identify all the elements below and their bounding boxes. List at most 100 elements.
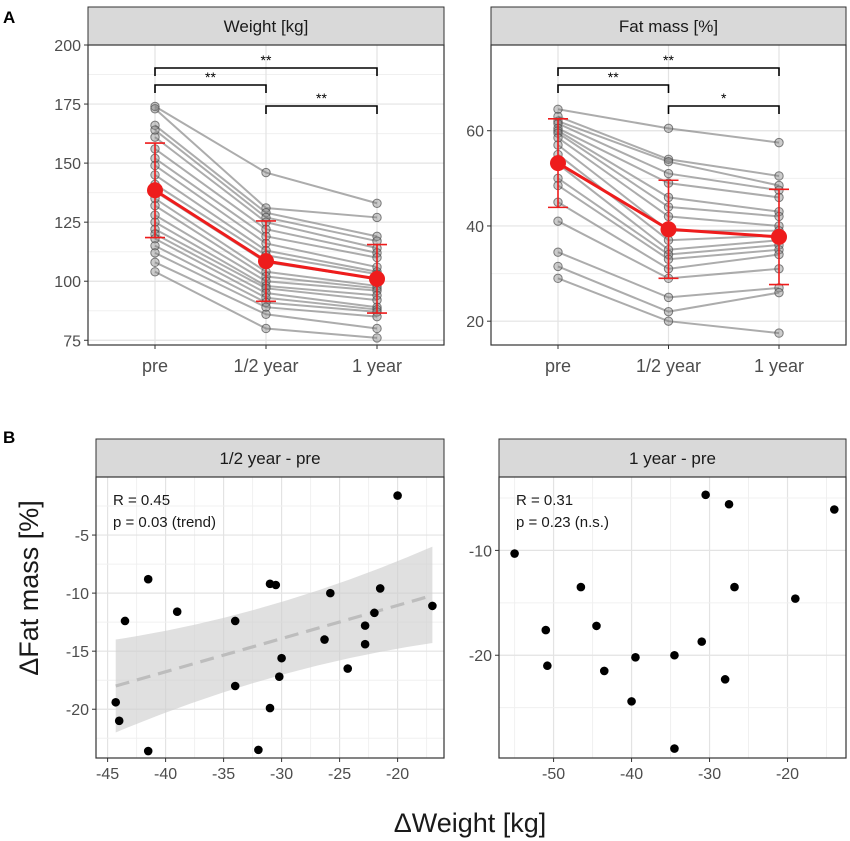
scatter-point xyxy=(701,490,710,500)
individual-point xyxy=(150,120,160,131)
individual-line xyxy=(557,265,780,313)
x-tick-label: -20 xyxy=(776,766,799,783)
strip-title: 1 year - pre xyxy=(629,449,716,468)
x-tick-label: -35 xyxy=(212,766,235,783)
scatter-point xyxy=(230,616,240,626)
scatter-point xyxy=(111,697,121,707)
y-tick-label: 125 xyxy=(54,215,81,232)
individual-line xyxy=(557,251,780,299)
p-value-label: p = 0.23 (n.s.) xyxy=(516,514,609,531)
individual-point xyxy=(372,333,382,343)
x-tick-label: -30 xyxy=(698,766,721,783)
individual-line xyxy=(154,105,378,205)
scatter-point xyxy=(541,625,551,635)
individual-series xyxy=(553,104,784,338)
regression-line xyxy=(115,593,433,688)
scatter-point xyxy=(343,664,353,673)
individual-point xyxy=(774,287,784,298)
scatter-point xyxy=(543,661,552,671)
x-tick-label: -50 xyxy=(542,766,565,783)
panel-border xyxy=(498,476,847,759)
scatter-point xyxy=(370,608,379,618)
scatter-point xyxy=(326,588,335,598)
x-tick-label: -40 xyxy=(154,766,177,783)
scatter-point xyxy=(631,653,640,662)
panel-a-letter: A xyxy=(3,8,15,27)
strip-title: Weight [kg] xyxy=(224,17,309,36)
scatter-points xyxy=(111,491,437,756)
individual-line xyxy=(557,277,780,335)
individual-point xyxy=(372,198,382,208)
panel-border xyxy=(95,476,445,759)
p-value-label: p = 0.03 (trend) xyxy=(113,514,216,531)
y-tick-label: 20 xyxy=(466,314,484,331)
individual-point xyxy=(663,156,674,167)
strip-background xyxy=(87,6,445,46)
individual-point xyxy=(553,216,563,226)
scatter-point xyxy=(592,621,601,631)
mean-point xyxy=(771,228,787,245)
significance-label: ** xyxy=(205,69,216,85)
scatter-point xyxy=(143,574,153,584)
bracket xyxy=(667,105,780,114)
x-tick-label: pre xyxy=(545,356,571,376)
individual-point xyxy=(261,302,271,312)
individual-point xyxy=(553,273,563,284)
mean-point xyxy=(147,182,163,199)
individual-point xyxy=(150,267,160,277)
scatter-point xyxy=(393,491,402,500)
scatter-point xyxy=(265,703,275,713)
scatter-point xyxy=(277,653,286,663)
y-tick-label: -20 xyxy=(66,702,89,719)
individual-line xyxy=(557,122,780,192)
y-tick-label: 60 xyxy=(466,124,484,141)
scatter-point xyxy=(670,650,679,660)
strip-title: 1/2 year - pre xyxy=(219,449,320,468)
strip-background xyxy=(95,438,445,478)
individual-point xyxy=(663,316,674,326)
y-tick-label: -10 xyxy=(66,586,89,603)
individual-point xyxy=(774,328,784,338)
scatter-point xyxy=(274,672,284,682)
significance-label: ** xyxy=(608,69,619,85)
strip-background xyxy=(490,6,847,46)
y-tick-label: 75 xyxy=(63,333,81,350)
individual-line xyxy=(154,129,378,243)
individual-point xyxy=(774,171,784,181)
grid xyxy=(88,44,444,345)
individual-line xyxy=(154,124,378,238)
individual-point xyxy=(150,101,160,112)
y-tick-label: 40 xyxy=(466,219,484,236)
individual-point xyxy=(261,309,271,319)
scatter-point xyxy=(320,635,329,644)
individual-line xyxy=(154,244,378,313)
individual-line xyxy=(557,108,780,144)
individual-line xyxy=(154,251,378,318)
y-tick-label: -15 xyxy=(66,644,89,661)
significance-brackets: ** ** ** xyxy=(154,52,378,114)
individual-line xyxy=(154,108,378,219)
individual-point xyxy=(553,261,563,272)
x-tick-label: -25 xyxy=(328,766,351,783)
significance-label: ** xyxy=(261,52,272,68)
individual-point xyxy=(150,132,160,142)
strip-title: Fat mass [%] xyxy=(619,17,718,36)
bracket xyxy=(557,84,670,93)
scatter-point xyxy=(254,745,263,755)
significance-label: ** xyxy=(316,90,327,106)
scatter-point xyxy=(724,499,734,509)
scatter-point xyxy=(627,697,636,706)
correlation-label: R = 0.45 xyxy=(113,492,170,509)
scatter-point xyxy=(114,716,124,726)
scatter-point xyxy=(360,639,370,649)
scatter-point xyxy=(599,666,609,676)
significance-brackets: ***** xyxy=(557,52,780,114)
x-tick-label: 1/2 year xyxy=(233,356,298,376)
x-tick-label: -20 xyxy=(386,766,409,783)
x-tick-label: -45 xyxy=(96,766,119,783)
individual-point xyxy=(774,137,784,148)
individual-line xyxy=(557,115,780,177)
mean-point xyxy=(660,221,677,238)
